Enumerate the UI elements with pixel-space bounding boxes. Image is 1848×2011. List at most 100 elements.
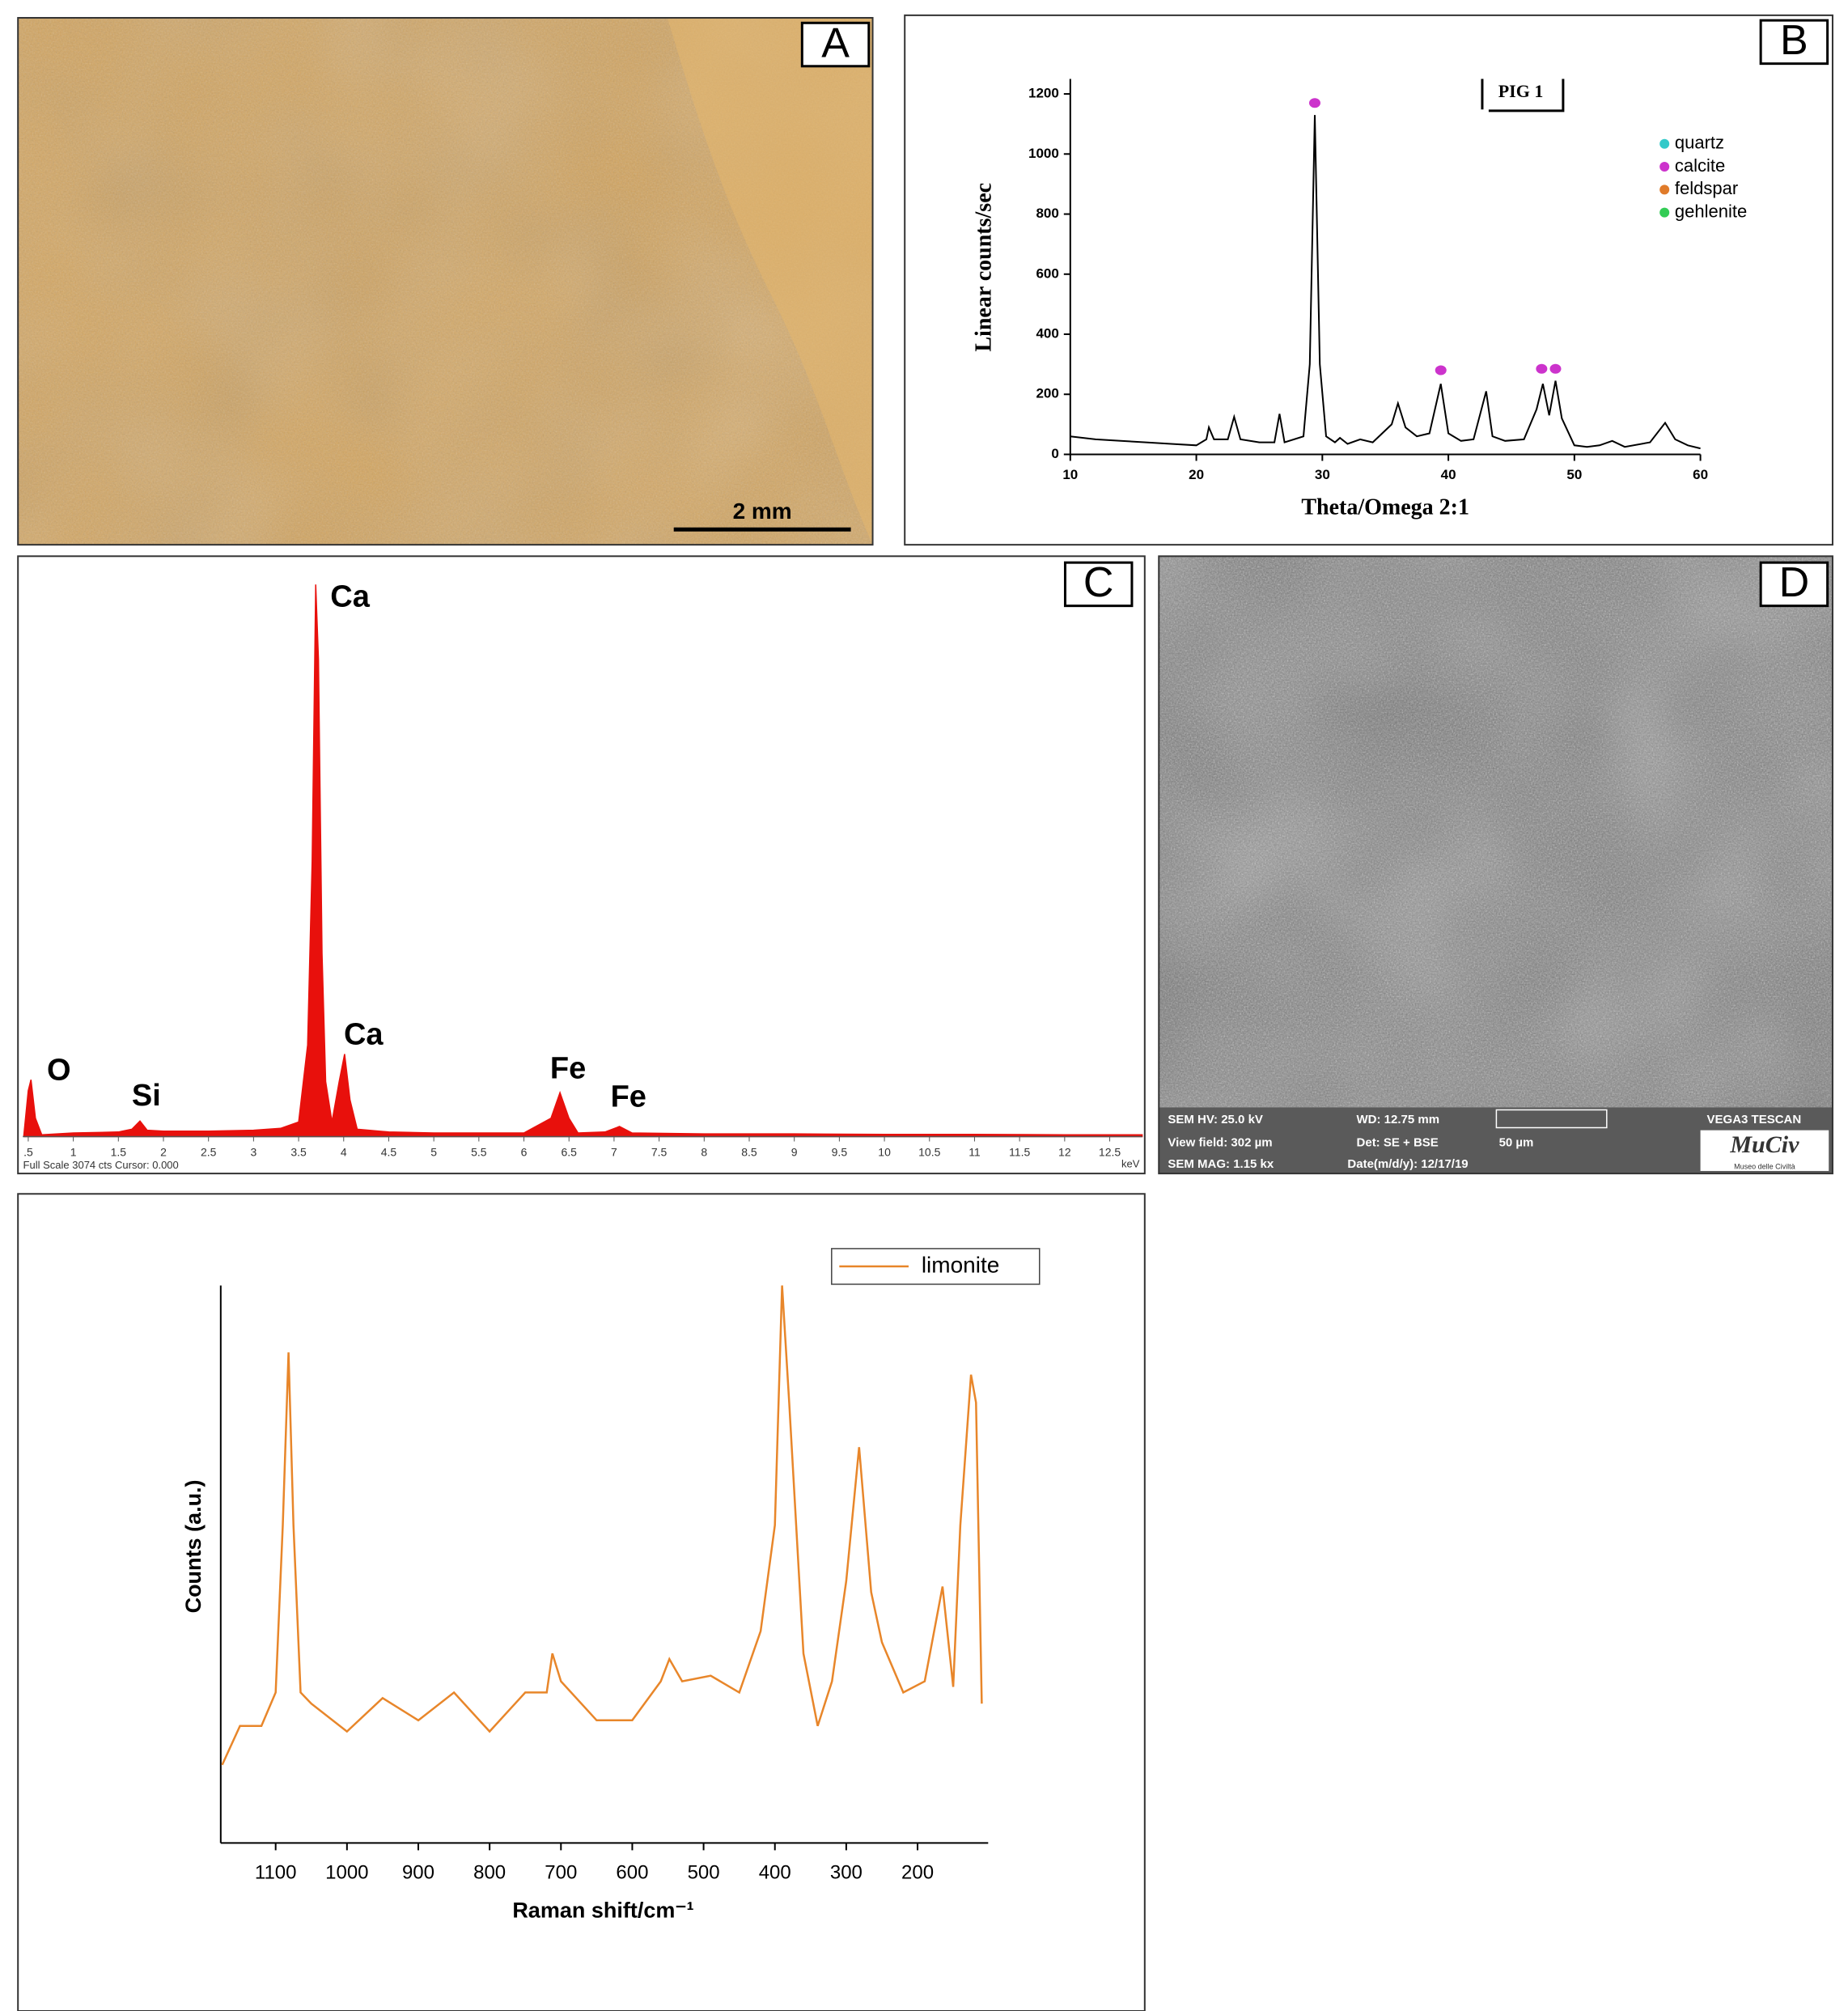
peak-label: Ca [344,1017,384,1051]
data-line [1070,115,1701,450]
x-tick-label: 300 [830,1861,863,1883]
sem-info: 50 µm [1499,1135,1534,1149]
panel-label-box [800,21,871,68]
y-tick-label: 200 [1036,386,1058,401]
photo-edge [667,18,873,545]
x-tick-label: 12.5 [1099,1146,1121,1159]
x-tick-label: 800 [473,1861,506,1883]
x-tick-label: 900 [402,1861,434,1883]
legend-label: quartz [1675,133,1724,153]
footer: Full Scale 3074 cts Cursor: 0.000 [23,1159,179,1171]
peak-marker [1435,365,1447,375]
sem-info: WD: 12.75 mm [1357,1113,1440,1126]
x-tick-label: 2 [160,1146,167,1159]
sem-shade [1159,556,1833,1108]
x-tick-label: 12 [1058,1146,1071,1159]
panel-label-box [1759,561,1829,608]
x-axis-label: keV [1121,1158,1140,1170]
legend-marker [1659,138,1670,149]
x-tick-label: 9.5 [832,1146,848,1159]
y-axis-label: Counts (a.u.) [181,1479,206,1613]
x-tick-label: 700 [545,1861,577,1883]
x-tick-label: 8 [701,1146,707,1159]
x-tick-label: 40 [1441,467,1456,482]
x-tick-label: 1.5 [111,1146,127,1159]
x-tick-label: 8.5 [741,1146,757,1159]
x-tick-label: 30 [1315,467,1330,482]
chart-title: PIG 1 [1498,81,1544,101]
x-tick-label: 1000 [325,1861,368,1883]
x-tick-label: 20 [1189,467,1204,482]
legend-marker [1659,162,1670,172]
sem-info: View field: 302 µm [1168,1135,1272,1149]
panel-label-box [1063,561,1134,608]
y-tick-label: 800 [1036,206,1058,221]
y-tick-label: 1200 [1028,86,1059,101]
legend-label: gehlenite [1675,201,1747,221]
x-tick-label: 3 [250,1146,256,1159]
scale-bar-label: 2 mm [733,499,792,524]
x-tick-label: 5.5 [471,1146,487,1159]
x-tick-label: 200 [901,1861,934,1883]
panel-label: B [1780,17,1808,64]
x-tick-label: 1100 [255,1861,297,1883]
x-tick-label: 60 [1693,467,1708,482]
panel-frame [904,14,1833,546]
x-tick-label: 600 [616,1861,648,1883]
x-tick-label: 5 [430,1146,437,1159]
panel-label: D [1779,559,1810,606]
x-axis-label: Theta/Omega 2:1 [1301,495,1469,520]
panel-label: C [1083,559,1114,606]
x-tick-label: 500 [688,1861,720,1883]
x-tick-label: 4.5 [381,1146,397,1159]
legend-label: calcite [1675,155,1725,176]
data-line [221,1285,983,1766]
peak-label: Fe [550,1052,586,1086]
sem-info: SEM MAG: 1.15 kx [1168,1157,1274,1171]
x-tick-label: 11 [969,1146,981,1159]
panel-frame [17,555,1146,1175]
peak-label: O [47,1053,71,1087]
y-tick-label: 400 [1036,325,1058,341]
sem-info: Det: SE + BSE [1357,1135,1439,1149]
x-tick-label: 3.5 [290,1146,307,1159]
legend-label: feldspar [1675,178,1738,198]
logo-subtitle: Museo delle Civiltà [1734,1163,1795,1171]
x-tick-label: 10 [878,1146,891,1159]
y-tick-label: 1000 [1028,146,1059,161]
x-tick-label: 10.5 [918,1146,940,1159]
peak-label: Ca [330,579,370,613]
x-tick-label: 6.5 [561,1146,577,1159]
x-tick-label: 7 [611,1146,617,1159]
panel-label: A [821,19,850,66]
title-frame [1481,78,1565,112]
panel-label-box [1759,19,1829,66]
x-tick-label: 400 [759,1861,791,1883]
sem-info: Date(m/d/y): 12/17/19 [1347,1157,1468,1171]
peak-marker [1536,363,1548,374]
legend-marker [1659,207,1670,218]
x-tick-label: 50 [1566,467,1582,482]
peak-label: Fe [611,1080,646,1114]
sem-scale [1495,1109,1608,1129]
x-tick-label: .5 [23,1146,33,1159]
x-tick-label: 9 [791,1146,798,1159]
sem-info: SEM HV: 25.0 kV [1168,1113,1263,1126]
peak-label: Si [132,1079,161,1113]
peak-marker [1549,363,1562,374]
peak-marker [1308,98,1320,108]
y-axis-label: Linear counts/sec [972,183,997,352]
panel-frame [1158,555,1833,1175]
sem-info: VEGA3 TESCAN [1707,1113,1802,1126]
x-tick-label: 2.5 [201,1146,217,1159]
x-axis-label: Raman shift/cm⁻¹ [512,1898,693,1922]
x-tick-label: 4 [341,1146,347,1159]
x-tick-label: 1 [70,1146,77,1159]
x-tick-label: 11.5 [1009,1146,1030,1159]
logo: MuCiv [1729,1131,1799,1158]
x-tick-label: 7.5 [651,1146,668,1159]
spectrum-area [23,584,1143,1138]
logo-bg [1700,1130,1829,1171]
x-tick-label: 6 [521,1146,528,1159]
